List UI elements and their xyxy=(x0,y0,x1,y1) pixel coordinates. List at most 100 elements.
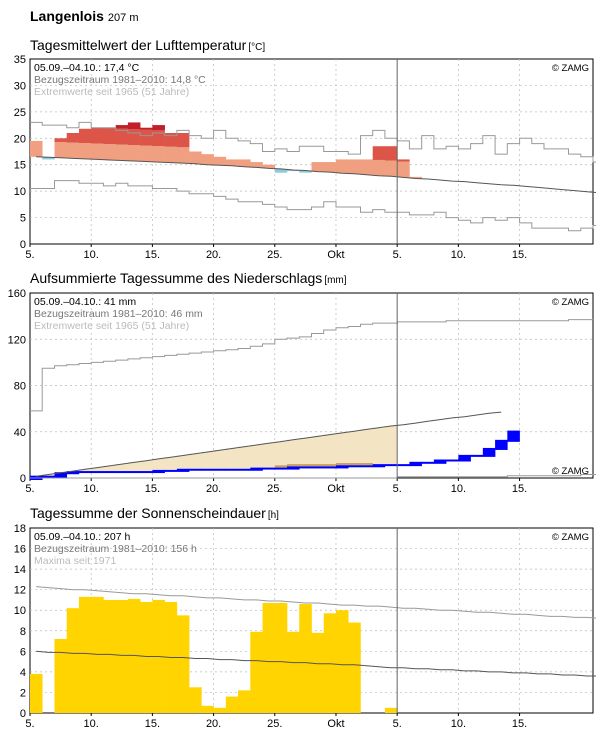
temp-bar-above-mid xyxy=(115,128,129,145)
precip-bar xyxy=(409,461,422,467)
precip-y-tick-label: 40 xyxy=(14,427,26,439)
sun-x-tick-label: 15. xyxy=(145,718,160,729)
precip-bar xyxy=(176,468,190,472)
precip-bar xyxy=(397,464,410,467)
precip-x-tick-label: Okt xyxy=(327,483,344,495)
precip-title-unit: [mm] xyxy=(324,275,347,286)
sun-y-tick-label: 14 xyxy=(14,564,26,576)
temp-bar-above-light xyxy=(152,146,165,163)
temp-bar-above-light xyxy=(262,164,276,169)
precip-x-tick-label: 25. xyxy=(267,483,282,495)
precip-bar xyxy=(299,466,312,469)
temp-y-tick-label: 5 xyxy=(20,213,26,225)
precip-band xyxy=(360,462,373,466)
station-name: Langenlois xyxy=(30,8,104,24)
temp-bar-above-light xyxy=(66,142,80,159)
temp-bar-above-light xyxy=(397,161,410,178)
temp-bar-above-mid xyxy=(384,146,398,161)
temp-bar-above-light xyxy=(115,144,129,161)
temp-title-text: Tagesmittelwert der Lufttemperatur xyxy=(30,37,247,53)
sun-max-line xyxy=(36,586,596,619)
temp-bar-above-light xyxy=(103,144,116,160)
precip-max-line xyxy=(30,319,593,412)
temp-bar-above-mid xyxy=(54,138,68,142)
sun-x-tick-label: 5. xyxy=(393,718,402,729)
station-title: Langenlois 207 m xyxy=(30,8,138,24)
precip-bar xyxy=(42,475,55,478)
sun-x-tick-label: 10. xyxy=(84,718,99,729)
temp-bar-above-light xyxy=(335,159,349,174)
sun-bar xyxy=(348,622,361,713)
sun-y-tick-label: 4 xyxy=(20,667,26,679)
precip-bar xyxy=(164,469,178,472)
sun-y-tick-label: 12 xyxy=(14,585,26,597)
sun-y-tick-label: 10 xyxy=(14,605,26,617)
sun-bar xyxy=(140,602,153,713)
precip-reference-line xyxy=(36,411,502,477)
precip-chart-title: Aufsummierte Tagessumme des Niederschlag… xyxy=(30,270,347,286)
temp-bar-above-light xyxy=(372,159,386,176)
temp-max-line xyxy=(30,121,596,163)
precip-bar xyxy=(433,459,447,464)
precip-bar xyxy=(458,454,471,462)
temp-copyright: © ZAMG xyxy=(552,63,589,74)
precip-bar xyxy=(360,465,373,468)
temp-bar-above-light xyxy=(225,159,239,166)
sun-copyright: © ZAMG xyxy=(552,532,589,543)
precip-title-text: Aufsummierte Tagessumme des Niederschlag… xyxy=(30,270,323,286)
precip-band xyxy=(299,464,312,467)
temp-y-tick-label: 25 xyxy=(14,107,26,119)
sun-bar xyxy=(127,598,141,713)
temp-x-tick-label: 15. xyxy=(512,249,527,261)
sun-y-tick-label: 18 xyxy=(14,523,26,535)
precip-min-line xyxy=(30,474,596,479)
sun-bar xyxy=(115,599,129,713)
precip-band xyxy=(274,465,288,468)
temp-title-unit: [°C] xyxy=(248,42,266,53)
precip-bar xyxy=(495,439,508,450)
precip-bar xyxy=(262,467,276,470)
precip-y-tick-label: 80 xyxy=(14,381,26,393)
sun-bar xyxy=(274,603,288,713)
temp-bar-above-dark xyxy=(115,125,129,129)
temp-bar-above-light xyxy=(78,143,92,159)
sun-bar xyxy=(335,610,349,713)
precip-x-tick-label: 5. xyxy=(25,483,34,495)
temp-bar-above-light xyxy=(54,141,68,158)
precip-band xyxy=(348,462,361,466)
precip-bar xyxy=(201,468,214,471)
temp-bar-above-dark xyxy=(152,125,165,131)
temp-bar-above-light xyxy=(189,151,202,164)
temp-bar-above-light xyxy=(323,162,337,173)
temp-bar-above-light xyxy=(176,147,190,164)
temp-bar-above-mid xyxy=(164,133,178,147)
temp-bar-above-mid xyxy=(397,159,410,162)
temp-bar-above-light xyxy=(409,176,422,179)
precip-y-tick-label: 120 xyxy=(8,334,26,346)
precip-bar xyxy=(127,471,141,474)
precip-band xyxy=(287,464,300,467)
temp-bar-below xyxy=(287,170,300,172)
sun-bar xyxy=(103,599,116,713)
temp-bar-above-mid xyxy=(91,127,104,144)
sun-bar xyxy=(250,631,263,713)
precip-y-tick-label: 160 xyxy=(8,288,26,300)
temp-x-tick-label: 10. xyxy=(451,249,466,261)
precip-bar xyxy=(115,471,129,474)
temp-bar-above-mid xyxy=(372,146,386,160)
temp-bar-above-light xyxy=(30,140,43,157)
temp-bar-above-mid xyxy=(103,128,116,145)
temp-bar-above-mid xyxy=(78,128,92,144)
sunshine-chart: 0 2 4 6 8 10 12 14 16 18 5. 10. 15. 20. 25. Okt 5. 10. 15.… xyxy=(14,523,596,729)
temp-min-line xyxy=(30,180,596,232)
sun-y-tick-label: 6 xyxy=(20,646,26,658)
precip-bar xyxy=(213,468,227,471)
precip-bar xyxy=(323,466,337,469)
temp-info-extremes: Extremwerte seit 1965 (51 Jahre) xyxy=(34,86,189,98)
sun-bar xyxy=(66,608,80,713)
sun-x-tick-label: 5. xyxy=(25,718,34,729)
precip-band xyxy=(323,464,337,467)
temp-y-tick-label: 35 xyxy=(14,54,26,66)
sun-bar xyxy=(213,707,227,713)
temp-bar-above-mid xyxy=(176,133,190,148)
